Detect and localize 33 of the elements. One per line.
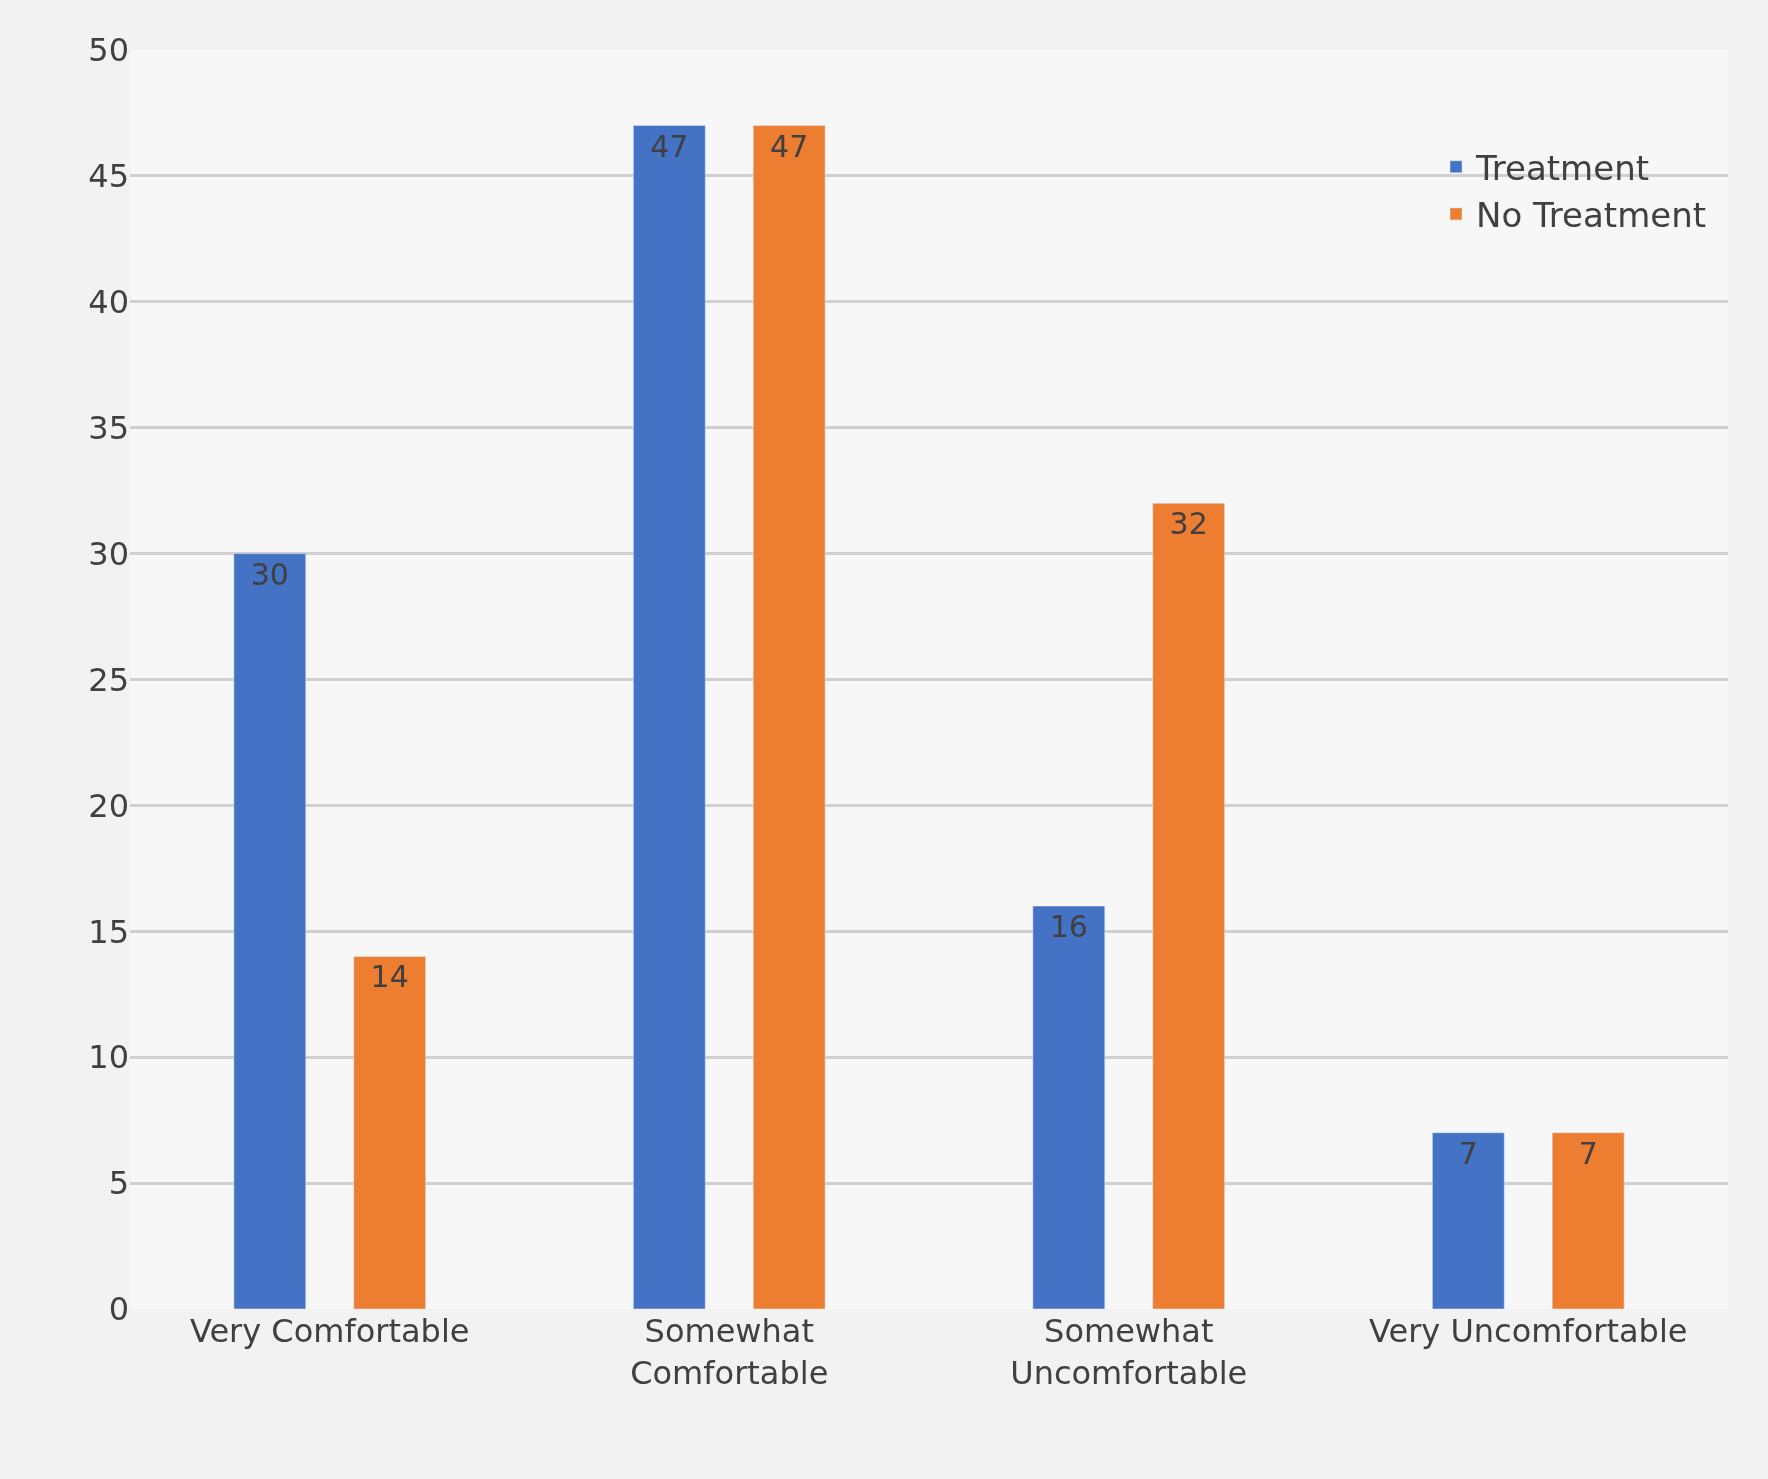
bar [633, 125, 706, 1309]
y-tick-label: 10 [88, 1038, 129, 1077]
x-tick-label: Somewhat Uncomfortable [1010, 1312, 1248, 1392]
y-tick-label: 20 [88, 786, 129, 825]
data-label: 14 [370, 959, 409, 995]
data-label: 7 [1458, 1135, 1478, 1171]
data-label: 47 [770, 128, 809, 164]
legend-label: No Treatment [1476, 195, 1707, 236]
data-label: 7 [1578, 1135, 1598, 1171]
y-tick-label: 30 [88, 534, 129, 573]
y-tick-label: 15 [88, 912, 129, 951]
x-tick-label: Somewhat Comfortable [630, 1312, 829, 1392]
data-label: 47 [650, 128, 689, 164]
bar [1551, 1132, 1625, 1309]
bar [233, 553, 307, 1309]
bar [1432, 1132, 1505, 1309]
bar [1152, 502, 1225, 1309]
bar [353, 956, 426, 1309]
data-label: 30 [250, 556, 289, 592]
data-label: 16 [1049, 909, 1088, 945]
y-tick-label: 50 [88, 31, 129, 70]
bar [1032, 905, 1106, 1309]
y-tick-label: 35 [88, 408, 129, 447]
legend-label: Treatment [1475, 147, 1650, 188]
y-tick-label: 25 [88, 660, 129, 699]
y-tick-label: 5 [108, 1164, 129, 1203]
x-tick-label: Very Comfortable [190, 1312, 470, 1350]
bar [752, 125, 826, 1309]
x-tick-label: Very Uncomfortable [1369, 1312, 1688, 1350]
y-tick-label: 0 [108, 1290, 129, 1329]
data-label: 32 [1169, 506, 1208, 542]
y-tick-label: 45 [88, 157, 129, 196]
y-tick-label: 40 [88, 283, 129, 321]
